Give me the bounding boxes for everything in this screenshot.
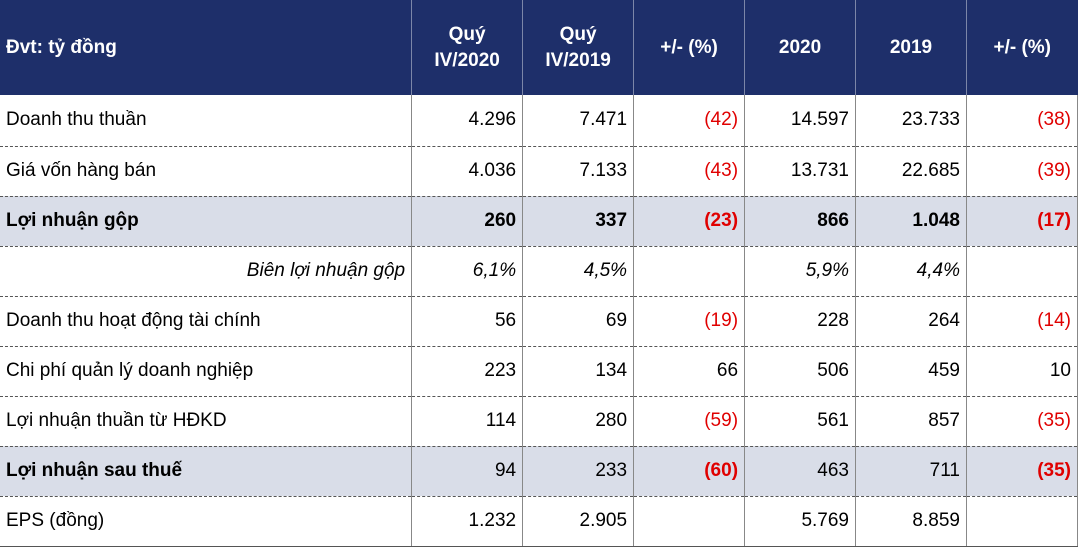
header-q4-2019: Quý IV/2019	[522, 0, 635, 95]
cell-q4-2019: 4,5%	[522, 246, 635, 297]
cell-y-change: (35)	[966, 396, 1079, 447]
cell-q4-2020: 94	[411, 446, 524, 497]
row-label: Lợi nhuận sau thuế	[0, 446, 413, 497]
cell-2019: 459	[855, 346, 967, 397]
row-admin-expenses: Chi phí quản lý doanh nghiệp 223 134 66 …	[0, 346, 1079, 397]
cell-q-change: (43)	[633, 146, 746, 197]
cell-2019: 264	[855, 296, 967, 347]
cell-2019: 1.048	[855, 196, 967, 247]
cell-q4-2020: 223	[411, 346, 524, 397]
cell-q-change: (19)	[633, 296, 746, 347]
cell-q4-2020: 260	[411, 196, 524, 247]
header-row: Đvt: tỷ đồng Quý IV/2020 Quý IV/2019 +/- (…	[0, 0, 1078, 95]
cell-2019: 857	[855, 396, 967, 447]
cell-2019: 8.859	[855, 496, 967, 547]
cell-2019: 23.733	[855, 95, 967, 147]
cell-2020: 561	[744, 396, 856, 447]
row-eps: EPS (đồng) 1.232 2.905 5.769 8.859	[0, 496, 1079, 547]
header-q4-2020: Quý IV/2020	[411, 0, 524, 95]
row-net-profit: Lợi nhuận sau thuế 94 233 (60) 463 711 (…	[0, 446, 1079, 497]
cell-y-change: (14)	[966, 296, 1079, 347]
row-label: EPS (đồng)	[0, 496, 413, 547]
row-label: Chi phí quản lý doanh nghiệp	[0, 346, 413, 397]
cell-q-change: 66	[633, 346, 746, 397]
row-gross-margin: Biên lợi nhuận gộp 6,1% 4,5% 5,9% 4,4%	[0, 246, 1079, 297]
cell-q4-2020: 4.296	[411, 95, 524, 147]
cell-y-change	[966, 496, 1079, 547]
cell-2020: 5.769	[744, 496, 856, 547]
cell-q4-2019: 280	[522, 396, 635, 447]
cell-y-change: (17)	[966, 196, 1079, 247]
cell-2020: 866	[744, 196, 856, 247]
cell-2019: 22.685	[855, 146, 967, 197]
header-year-change: +/- (%)	[966, 0, 1078, 95]
cell-q4-2019: 7.471	[522, 95, 635, 147]
cell-y-change	[966, 246, 1079, 297]
cell-q4-2019: 2.905	[522, 496, 635, 547]
row-label: Doanh thu hoạt động tài chính	[0, 296, 413, 347]
cell-q4-2020: 56	[411, 296, 524, 347]
row-net-revenue: Doanh thu thuần 4.296 7.471 (42) 14.597 …	[0, 95, 1079, 147]
cell-q-change: (23)	[633, 196, 746, 247]
cell-q4-2019: 134	[522, 346, 635, 397]
header-year-2019: 2019	[855, 0, 967, 95]
cell-2020: 14.597	[744, 95, 856, 147]
cell-q-change	[633, 246, 746, 297]
cell-q-change	[633, 496, 746, 547]
row-financial-income: Doanh thu hoạt động tài chính 56 69 (19)…	[0, 296, 1079, 347]
row-label: Giá vốn hàng bán	[0, 146, 413, 197]
row-label: Lợi nhuận thuần từ HĐKD	[0, 396, 413, 447]
cell-2020: 228	[744, 296, 856, 347]
cell-q4-2020: 1.232	[411, 496, 524, 547]
cell-q4-2019: 7.133	[522, 146, 635, 197]
cell-y-change: (35)	[966, 446, 1079, 497]
cell-2020: 463	[744, 446, 856, 497]
cell-2020: 506	[744, 346, 856, 397]
header-year-2020: 2020	[744, 0, 856, 95]
cell-q4-2020: 114	[411, 396, 524, 447]
row-gross-profit: Lợi nhuận gộp 260 337 (23) 866 1.048 (17…	[0, 196, 1079, 247]
cell-q4-2019: 337	[522, 196, 635, 247]
cell-q-change: (59)	[633, 396, 746, 447]
cell-2020: 13.731	[744, 146, 856, 197]
cell-2019: 4,4%	[855, 246, 967, 297]
header-quarter-change: +/- (%)	[633, 0, 746, 95]
header-unit-label: Đvt: tỷ đồng	[0, 0, 413, 95]
cell-q4-2019: 69	[522, 296, 635, 347]
cell-q4-2019: 233	[522, 446, 635, 497]
cell-2020: 5,9%	[744, 246, 856, 297]
cell-y-change: 10	[966, 346, 1079, 397]
row-label: Doanh thu thuần	[0, 95, 413, 147]
cell-y-change: (39)	[966, 146, 1079, 197]
row-label: Lợi nhuận gộp	[0, 196, 413, 247]
cell-q4-2020: 6,1%	[411, 246, 524, 297]
cell-2019: 711	[855, 446, 967, 497]
cell-q-change: (42)	[633, 95, 746, 147]
cell-y-change: (38)	[966, 95, 1079, 147]
row-operating-profit: Lợi nhuận thuần từ HĐKD 114 280 (59) 561…	[0, 396, 1079, 447]
row-cogs: Giá vốn hàng bán 4.036 7.133 (43) 13.731…	[0, 146, 1079, 197]
cell-q4-2020: 4.036	[411, 146, 524, 197]
cell-q-change: (60)	[633, 446, 746, 497]
row-label: Biên lợi nhuận gộp	[0, 246, 413, 297]
